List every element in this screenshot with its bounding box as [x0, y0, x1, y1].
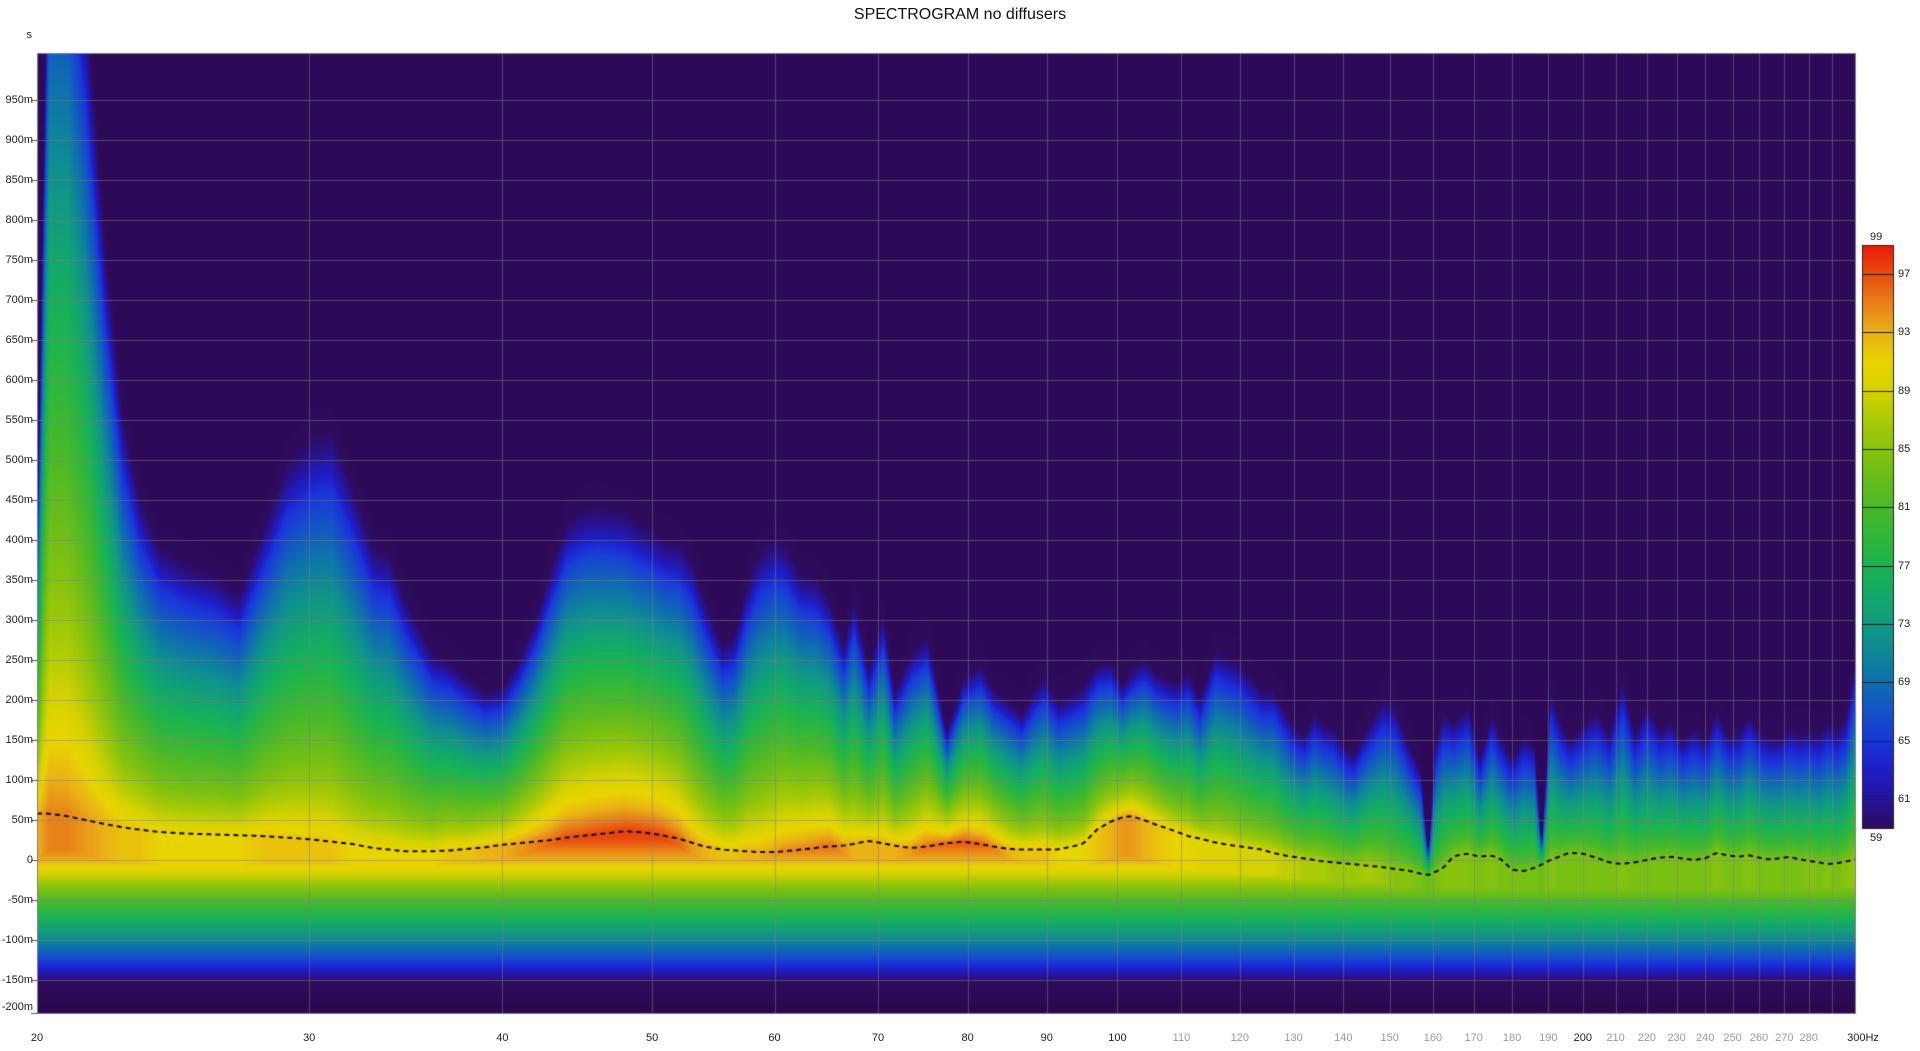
- x-tick-label: 90: [1040, 1032, 1053, 1044]
- x-tick-label: 220: [1637, 1032, 1656, 1044]
- x-tick-label: 70: [871, 1032, 885, 1044]
- legend-max-label: 99: [1870, 231, 1883, 243]
- legend-tick-label: 73: [1898, 617, 1911, 630]
- x-tick-label: 200: [1573, 1032, 1592, 1044]
- x-tick-label: 20: [30, 1032, 44, 1044]
- legend-tick-label: 93: [1898, 326, 1911, 339]
- x-tick-label: 260: [1749, 1032, 1769, 1044]
- y-tick-label: -50m: [7, 894, 33, 906]
- x-tick-label: 240: [1696, 1032, 1715, 1044]
- y-tick-label: 650m: [5, 334, 33, 346]
- x-tick-label: 110: [1172, 1032, 1191, 1044]
- x-tick-label: 210: [1606, 1032, 1625, 1044]
- x-tick-label: 150: [1380, 1032, 1399, 1044]
- y-tick-label: 850m: [5, 174, 33, 186]
- chart-title: SPECTROGRAM no diffusers: [853, 6, 1067, 23]
- legend-tick-label: 97: [1898, 268, 1911, 281]
- legend-tick-label: 65: [1898, 734, 1911, 747]
- y-tick-label: 150m: [5, 734, 33, 746]
- y-tick-label: -200m: [1, 1001, 33, 1013]
- legend-tick-label: 77: [1898, 559, 1911, 572]
- y-tick-label: 900m: [5, 134, 33, 146]
- x-tick-label: 40: [496, 1032, 509, 1044]
- legend-tick-label: 61: [1898, 792, 1911, 805]
- y-tick-label: 50m: [11, 814, 33, 826]
- x-tick-label: 30: [303, 1032, 316, 1044]
- x-tick-label: 190: [1539, 1032, 1558, 1044]
- y-tick-label: 950m: [5, 94, 33, 106]
- y-tick-label: -150m: [1, 974, 33, 986]
- y-tick-label: 600m: [5, 374, 33, 386]
- legend-tick-label: 69: [1898, 676, 1911, 689]
- y-axis-unit-label: s: [26, 29, 33, 41]
- legend-tick-label: 81: [1898, 501, 1911, 514]
- y-tick-label: 550m: [5, 414, 33, 426]
- x-tick-label: 230: [1667, 1032, 1686, 1044]
- y-tick-label: 500m: [5, 454, 33, 466]
- y-tick-label: 350m: [5, 574, 33, 586]
- y-tick-label: -100m: [1, 934, 33, 946]
- x-tick-label: 300Hz: [1847, 1032, 1879, 1044]
- x-tick-label: 130: [1284, 1032, 1303, 1044]
- y-tick-label: 100m: [5, 774, 33, 786]
- legend-tick-label: 85: [1898, 443, 1911, 456]
- x-tick-label: 140: [1334, 1032, 1353, 1044]
- y-tick-label: 200m: [5, 694, 33, 706]
- y-tick-label: 0: [26, 854, 33, 866]
- y-tick-label: 450m: [5, 494, 33, 506]
- x-tick-label: 280: [1799, 1032, 1818, 1044]
- x-tick-label: 180: [1502, 1032, 1522, 1044]
- x-tick-label: 250: [1723, 1032, 1742, 1044]
- x-tick-label: 170: [1464, 1032, 1483, 1044]
- y-tick-label: 750m: [5, 254, 33, 266]
- y-tick-label: 700m: [5, 294, 33, 306]
- x-tick-label: 160: [1423, 1032, 1443, 1044]
- y-tick-label: 300m: [5, 614, 33, 626]
- x-tick-label: 270: [1775, 1032, 1794, 1044]
- x-tick-label: 80: [961, 1032, 974, 1044]
- y-tick-label: 800m: [5, 214, 33, 226]
- x-tick-label: 120: [1230, 1032, 1250, 1044]
- legend-tick-label: 89: [1898, 384, 1911, 397]
- y-tick-label: 400m: [5, 534, 33, 546]
- x-tick-label: 60: [768, 1032, 781, 1044]
- x-tick-label: 50: [646, 1032, 659, 1044]
- y-tick-label: 250m: [5, 654, 33, 666]
- x-tick-label: 100: [1108, 1032, 1127, 1044]
- legend-min-label: 59: [1870, 832, 1883, 844]
